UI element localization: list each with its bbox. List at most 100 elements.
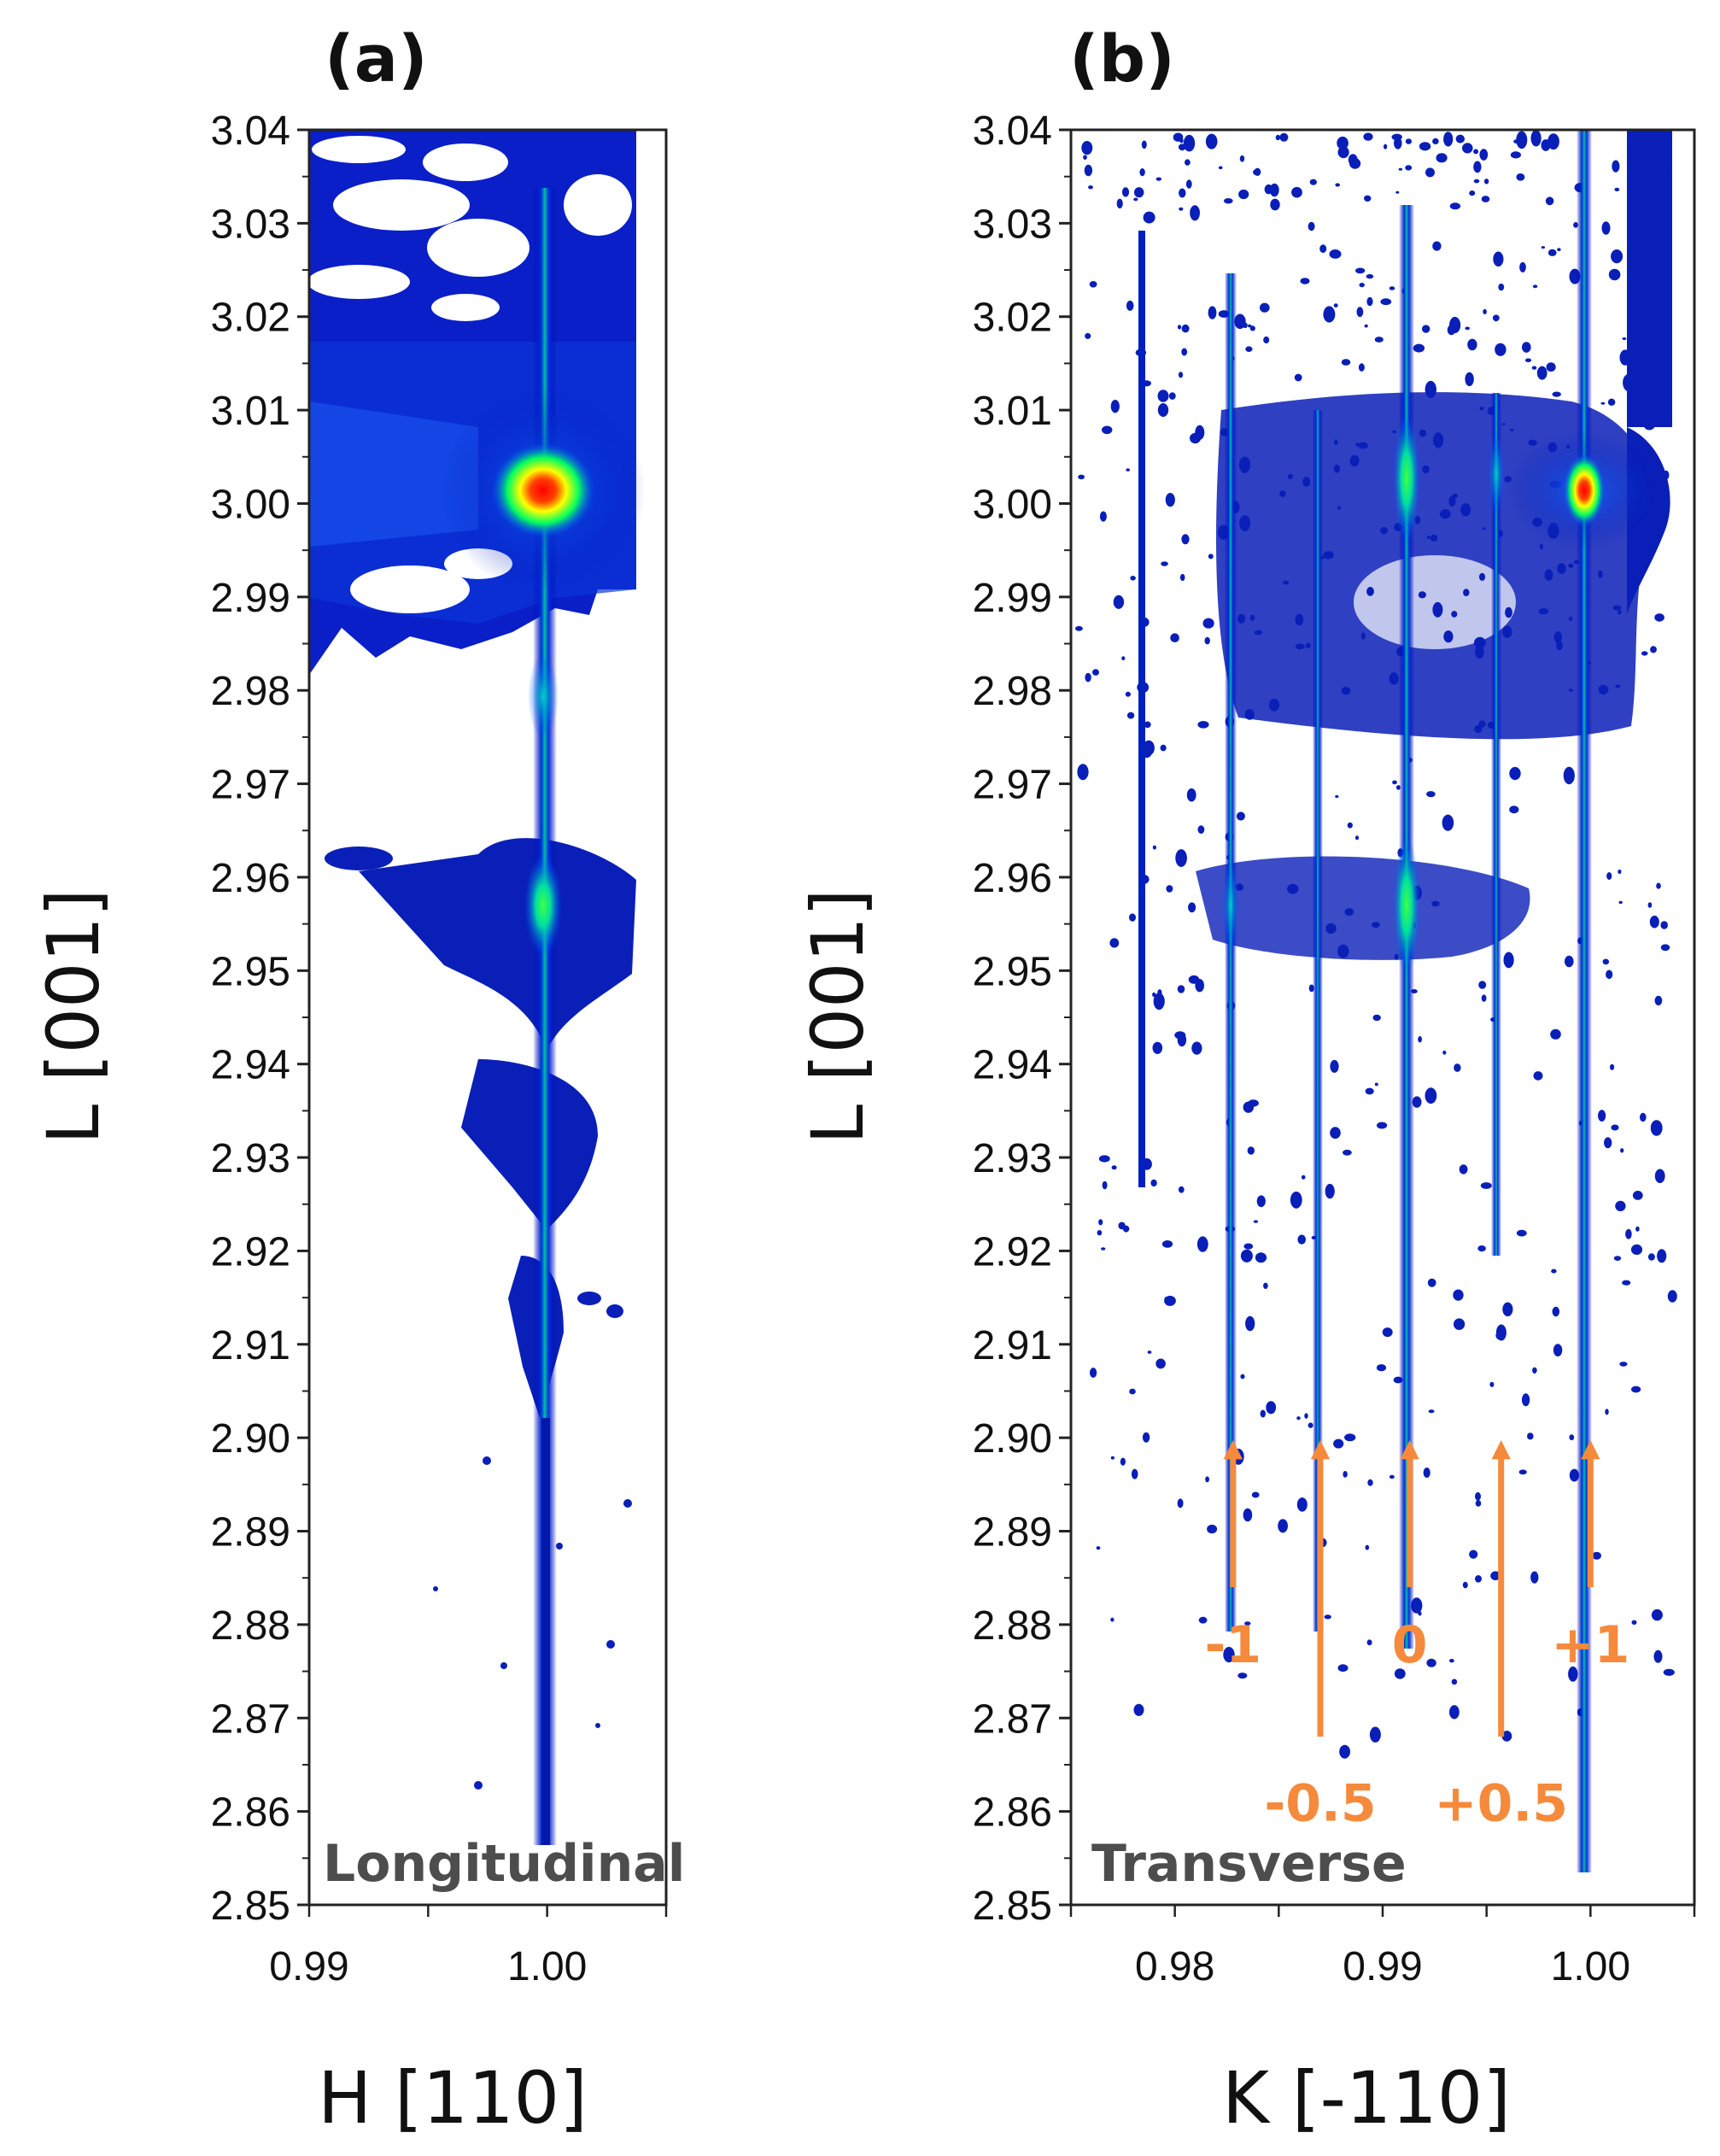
speckle	[1304, 1413, 1308, 1419]
speckle	[1243, 1243, 1254, 1250]
panel-b-streak-3	[1313, 410, 1323, 1632]
speckle	[1224, 198, 1233, 204]
speckle	[1251, 1491, 1260, 1498]
speckle	[1536, 366, 1547, 380]
speckle	[1547, 249, 1557, 256]
speckle	[1270, 198, 1280, 211]
speckle	[1392, 430, 1396, 434]
speckle	[1110, 400, 1120, 413]
speckle	[1366, 273, 1374, 279]
speckle	[1249, 614, 1255, 622]
speckle	[1443, 132, 1454, 147]
speckle	[1268, 699, 1280, 712]
panel-a-ytick-label: 3.00	[211, 482, 290, 527]
speckle	[1121, 656, 1126, 661]
speckle	[1153, 993, 1165, 1011]
speckle	[1366, 1639, 1372, 1646]
speckle	[1449, 316, 1461, 334]
panel-a-xtick-label: 1.00	[507, 1944, 587, 1989]
speckle	[1308, 221, 1315, 231]
speckle	[1647, 902, 1653, 908]
speckle	[1356, 307, 1364, 318]
speckle	[1432, 138, 1439, 144]
speckle	[1646, 155, 1657, 168]
panel-b-peak-3	[1393, 837, 1420, 974]
panel-a-axes: 2.85 2.86 2.87 2.88 2.89 2.90 2.91 2.92 2.93 2.94…	[211, 108, 668, 1989]
speckle	[1432, 601, 1443, 618]
speckle	[1269, 183, 1279, 197]
speckle	[1102, 425, 1113, 435]
panel-b-streak-5	[1491, 393, 1501, 1256]
speckle	[1197, 721, 1209, 729]
panel-b-ytick-label: 3.03	[973, 202, 1052, 247]
speckle	[1291, 186, 1302, 198]
speckle	[1296, 1416, 1301, 1421]
speckle	[1477, 1245, 1486, 1252]
speckle	[1649, 915, 1659, 929]
panel-a-ytick-label: 2.87	[211, 1696, 290, 1742]
panel-b-ytick-label: 2.94	[973, 1043, 1052, 1088]
speckle	[1287, 883, 1299, 894]
speckle	[1301, 1175, 1306, 1180]
speckle	[1521, 1393, 1530, 1407]
speckle	[1170, 633, 1179, 642]
speckle	[1092, 669, 1099, 676]
speckle	[1452, 493, 1458, 499]
speckle	[1098, 1219, 1103, 1226]
speckle	[1541, 246, 1546, 249]
panel-a-ytick-label: 2.93	[211, 1136, 290, 1181]
speckle	[1569, 1434, 1575, 1441]
speckle	[1426, 791, 1436, 798]
speckle	[1202, 618, 1214, 629]
speckle	[1207, 1524, 1218, 1534]
speckle	[1517, 134, 1527, 148]
speckle	[1120, 1457, 1126, 1466]
panel-a-ytick-label: 3.03	[211, 202, 290, 247]
speckle	[1334, 439, 1338, 445]
panel-a-ytick-label: 2.86	[211, 1790, 290, 1836]
speckle	[1465, 326, 1470, 331]
speckle	[1631, 1386, 1641, 1393]
speckle	[1516, 1229, 1527, 1237]
speckle	[1553, 1344, 1563, 1356]
speckle	[1650, 646, 1657, 653]
speckle	[1349, 454, 1360, 467]
speckle	[1513, 139, 1520, 144]
speckle	[1498, 283, 1505, 291]
speckle	[1474, 724, 1483, 734]
speckle	[1426, 1658, 1436, 1667]
speckle	[1629, 357, 1641, 375]
speckle	[1181, 324, 1190, 333]
speckle	[1475, 1491, 1481, 1501]
speckle	[1479, 407, 1484, 411]
speckle	[1478, 572, 1486, 582]
speckle	[1197, 825, 1205, 835]
speckle	[1195, 979, 1204, 993]
speckle	[1465, 372, 1474, 387]
speckle	[1374, 337, 1384, 343]
speckle	[1657, 139, 1665, 147]
speckle	[1333, 464, 1340, 473]
speckle	[1152, 992, 1156, 997]
speckle	[1544, 569, 1553, 581]
speckle	[1380, 298, 1392, 306]
speckle	[1364, 195, 1372, 202]
speckle	[1330, 1127, 1341, 1140]
speckle	[1374, 1082, 1378, 1087]
speckle	[1324, 1614, 1331, 1620]
panel-a-ytick-label: 2.98	[211, 669, 290, 714]
speckle	[1394, 1668, 1406, 1679]
panel-b-band-2	[1196, 856, 1530, 960]
speckle	[1111, 1165, 1117, 1170]
speckle	[1279, 490, 1286, 497]
speckle	[1495, 343, 1506, 356]
speckle	[1528, 439, 1537, 446]
panel-b-peak-5	[1222, 854, 1239, 957]
speckle	[1358, 363, 1365, 372]
speckle	[1144, 721, 1151, 729]
speckle	[1412, 1096, 1422, 1108]
panel-b-peak-4	[1488, 431, 1505, 517]
speckle	[1538, 608, 1549, 615]
speckle	[1503, 952, 1514, 969]
speckle	[1142, 1432, 1150, 1443]
